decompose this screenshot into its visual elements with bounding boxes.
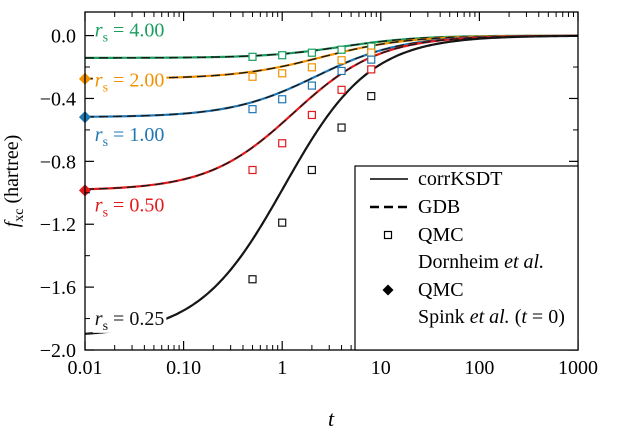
curves-layer xyxy=(84,34,579,335)
qmc-dornheim-point-rs-0.25 xyxy=(307,165,316,175)
legend-label: QMC xyxy=(418,279,464,301)
qmc-dornheim-point-rs-0.25 xyxy=(248,275,257,284)
qmc-dornheim-point-rs-4.00 xyxy=(278,51,287,60)
qmc-dornheim-point-rs-2.00 xyxy=(278,69,287,78)
legend-label-secondary: Spink et al. (t = 0) xyxy=(418,306,565,328)
rs-label-0.50: rs = 0.50 xyxy=(95,195,165,221)
legend-diamond-marker xyxy=(382,284,394,296)
legend-label-secondary: Dornheim et al. xyxy=(418,251,544,273)
rs-label-bg xyxy=(92,70,167,95)
qmc-dornheim-point-rs-0.50 xyxy=(337,85,346,94)
x-axis-label: t xyxy=(328,406,335,431)
qmc-dornheim-point-rs-1.00 xyxy=(367,55,376,64)
rs-label-2.00: rs = 2.00 xyxy=(95,70,165,96)
qmc-dornheim-point-rs-1.00 xyxy=(337,66,346,76)
x-tick-label: 1 xyxy=(277,357,287,379)
qmc-dornheim-point-rs-0.50 xyxy=(307,110,316,120)
rs-labels-layer: rs = 4.00 rs = 2.00 rs = 1.00 rs = 0.50 rs =… xyxy=(92,19,167,334)
y-tick-label: −2.0 xyxy=(40,340,76,362)
rs-label-bg xyxy=(92,20,167,45)
qmc-dornheim-point-rs-1.00 xyxy=(248,105,257,114)
y-axis-label: fxc (hartree) xyxy=(1,135,27,228)
rs-label-bg xyxy=(92,124,167,149)
y-axis-label-main: f xyxy=(1,219,23,227)
qmc-dornheim-point-rs-1.00 xyxy=(307,81,316,90)
qmc-dornheim-point-rs-4.00 xyxy=(307,48,316,57)
rs-label-4.00: rs = 4.00 xyxy=(95,19,165,45)
legend: corrKSDT GDB QMC Dornheim et al. QMC Spink et… xyxy=(354,165,579,351)
x-tick-label: 10 xyxy=(371,357,391,379)
qmc-dornheim-point-rs-1.00 xyxy=(278,95,287,104)
qmc-dornheim-point-rs-0.50 xyxy=(278,139,287,148)
y-axis-label-sub: xc xyxy=(12,209,27,222)
qmc-dornheim-point-rs-2.00 xyxy=(337,56,346,65)
rs-label-bg xyxy=(92,308,167,333)
y-axis-label-unit: (hartree) xyxy=(1,135,23,204)
qmc-dornheim-point-rs-4.00 xyxy=(337,45,346,54)
x-tick-label: 1000 xyxy=(558,357,598,379)
y-tick-label: −1.2 xyxy=(40,214,76,236)
qmc-dornheim-point-rs-0.25 xyxy=(337,123,346,132)
svg-text:fxc (hartree): fxc (hartree) xyxy=(1,135,27,228)
legend-label: QMC xyxy=(418,224,464,246)
ticks-layer: 0.01 0.10 1 10 100 1000 0.0 −0.4 −0.8 −1.2 −1.6 −2.… xyxy=(40,12,598,379)
rs-label-0.25: rs = 0.25 xyxy=(95,308,165,334)
qmc-dornheim-point-rs-2.00 xyxy=(367,48,376,57)
y-tick-label: 0.0 xyxy=(51,26,76,48)
qmc-dornheim-point-rs-0.50 xyxy=(367,65,376,74)
x-tick-label: 100 xyxy=(464,357,494,379)
x-tick-label: 0.10 xyxy=(166,357,201,379)
gdb-curve-rs-0.25 xyxy=(84,35,579,335)
x-tick-label: 0.01 xyxy=(68,357,103,379)
y-tick-label: −0.8 xyxy=(40,151,76,173)
legend-label: GDB xyxy=(418,196,460,218)
legend-label: corrKSDT xyxy=(418,168,502,190)
qmc-dornheim-point-rs-2.00 xyxy=(248,72,257,81)
qmc-dornheim-point-rs-4.00 xyxy=(248,52,257,61)
y-tick-label: −1.6 xyxy=(40,277,76,299)
legend-square-marker xyxy=(383,230,393,240)
qmc-dornheim-point-rs-2.00 xyxy=(307,63,316,72)
qmc-dornheim-point-rs-0.50 xyxy=(248,165,257,175)
qmc-dornheim-point-rs-0.25 xyxy=(278,218,287,227)
rs-label-bg xyxy=(92,195,167,220)
y-tick-label: −0.4 xyxy=(40,88,76,110)
legend-box xyxy=(354,165,579,351)
rs-label-1.00: rs = 1.00 xyxy=(95,124,165,150)
qmc-dornheim-point-rs-0.25 xyxy=(367,92,376,101)
